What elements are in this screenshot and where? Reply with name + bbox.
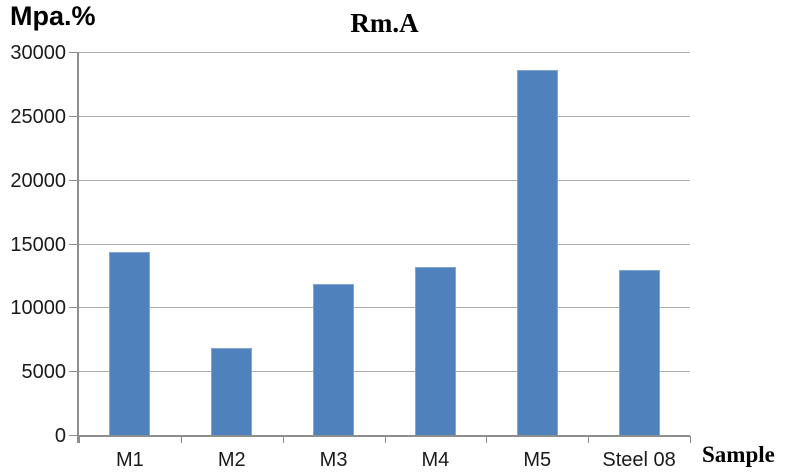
x-boundary-tick bbox=[588, 436, 590, 443]
x-axis-line bbox=[77, 435, 690, 437]
y-tick-label: 15000 bbox=[10, 233, 66, 256]
y-tick-label: 5000 bbox=[21, 361, 67, 384]
y-tick-label: 10000 bbox=[10, 297, 66, 320]
gridline-30000 bbox=[79, 52, 690, 53]
y-tick-label: 0 bbox=[54, 425, 66, 447]
x-boundary-tick bbox=[690, 436, 691, 443]
bar-m1 bbox=[109, 252, 151, 436]
y-tick-mark-10000 bbox=[69, 307, 79, 309]
y-tick-label: 20000 bbox=[10, 169, 66, 192]
x-boundary-tick bbox=[180, 436, 182, 443]
chart-title: Rm.A bbox=[350, 8, 419, 38]
bar-steel-08 bbox=[618, 270, 660, 436]
x-tick-label-m5: M5 bbox=[523, 449, 552, 471]
bar-m4 bbox=[414, 267, 456, 436]
y-axis-title: Mpa.% bbox=[10, 1, 96, 31]
x-tick-label-m3: M3 bbox=[319, 449, 348, 471]
x-axis-title: Sample bbox=[702, 442, 775, 467]
x-boundary-tick bbox=[79, 436, 80, 443]
y-tick-label: 30000 bbox=[10, 42, 66, 64]
y-tick-mark-25000 bbox=[69, 115, 79, 117]
x-boundary-tick bbox=[384, 436, 386, 443]
gridline-20000 bbox=[79, 179, 690, 181]
y-tick-mark-20000 bbox=[69, 179, 79, 181]
gridline-5000 bbox=[79, 371, 690, 373]
y-tick-label: 25000 bbox=[10, 105, 66, 128]
gridline-25000 bbox=[79, 115, 690, 117]
bar-m5 bbox=[516, 69, 558, 436]
y-tick-mark-30000 bbox=[69, 52, 79, 53]
x-boundary-tick bbox=[486, 436, 488, 443]
y-axis-line bbox=[77, 53, 79, 443]
gridline-15000 bbox=[79, 243, 690, 245]
x-tick-label-m1: M1 bbox=[116, 449, 144, 471]
bar-m2 bbox=[211, 347, 253, 436]
y-tick-mark-15000 bbox=[69, 243, 79, 245]
x-tick-label-steel-08: Steel 08 bbox=[602, 449, 676, 471]
x-boundary-tick bbox=[282, 436, 284, 443]
bar-m3 bbox=[313, 284, 355, 436]
x-tick-label-m4: M4 bbox=[421, 449, 450, 471]
x-tick-label-m2: M2 bbox=[217, 449, 246, 471]
y-tick-mark-5000 bbox=[69, 371, 79, 373]
y-tick-mark-0 bbox=[69, 435, 79, 436]
gridline-10000 bbox=[79, 307, 690, 309]
